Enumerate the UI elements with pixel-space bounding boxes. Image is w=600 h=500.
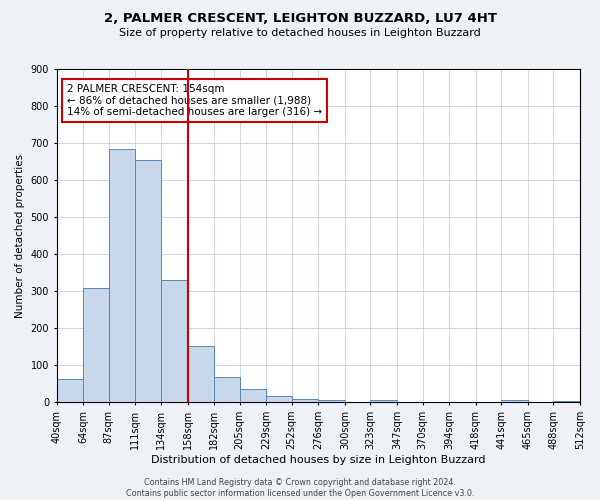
Bar — [370, 400, 397, 402]
Bar — [188, 346, 214, 403]
Y-axis label: Number of detached properties: Number of detached properties — [15, 154, 25, 318]
Bar — [319, 400, 345, 402]
Bar — [501, 400, 528, 402]
Bar — [136, 160, 161, 402]
Bar — [214, 377, 239, 402]
X-axis label: Distribution of detached houses by size in Leighton Buzzard: Distribution of detached houses by size … — [151, 455, 485, 465]
Bar — [83, 288, 109, 403]
Text: 2 PALMER CRESCENT: 154sqm
← 86% of detached houses are smaller (1,988)
14% of se: 2 PALMER CRESCENT: 154sqm ← 86% of detac… — [67, 84, 322, 117]
Text: 2, PALMER CRESCENT, LEIGHTON BUZZARD, LU7 4HT: 2, PALMER CRESCENT, LEIGHTON BUZZARD, LU… — [104, 12, 497, 26]
Bar — [553, 401, 580, 402]
Bar — [239, 390, 266, 402]
Bar — [109, 148, 136, 402]
Text: Size of property relative to detached houses in Leighton Buzzard: Size of property relative to detached ho… — [119, 28, 481, 38]
Bar — [161, 280, 188, 402]
Bar — [56, 379, 83, 402]
Bar — [292, 400, 319, 402]
Text: Contains HM Land Registry data © Crown copyright and database right 2024.
Contai: Contains HM Land Registry data © Crown c… — [126, 478, 474, 498]
Bar — [266, 396, 292, 402]
